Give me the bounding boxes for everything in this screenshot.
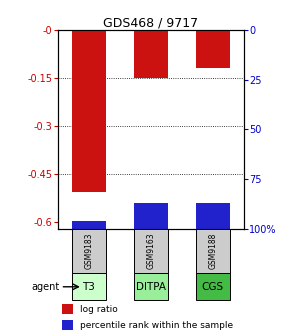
Text: DITPA: DITPA	[136, 282, 166, 292]
Bar	[72, 221, 106, 228]
FancyBboxPatch shape	[134, 228, 168, 273]
FancyBboxPatch shape	[72, 228, 106, 273]
Bar	[72, 30, 106, 192]
Title: GDS468 / 9717: GDS468 / 9717	[103, 16, 198, 29]
FancyBboxPatch shape	[196, 228, 230, 273]
Bar	[62, 304, 73, 314]
FancyBboxPatch shape	[196, 273, 230, 300]
Bar	[196, 30, 230, 68]
Text: GSM9188: GSM9188	[208, 233, 217, 269]
Text: GSM9183: GSM9183	[84, 233, 93, 269]
Text: agent: agent	[31, 282, 59, 292]
Text: GSM9163: GSM9163	[146, 233, 155, 269]
Text: CGS: CGS	[202, 282, 224, 292]
Text: percentile rank within the sample: percentile rank within the sample	[80, 321, 233, 330]
Bar	[134, 203, 168, 228]
Bar	[62, 321, 73, 330]
Text: log ratio: log ratio	[80, 305, 118, 313]
FancyBboxPatch shape	[134, 273, 168, 300]
Bar	[134, 30, 168, 78]
Bar	[196, 203, 230, 228]
Text: T3: T3	[82, 282, 95, 292]
FancyBboxPatch shape	[72, 273, 106, 300]
